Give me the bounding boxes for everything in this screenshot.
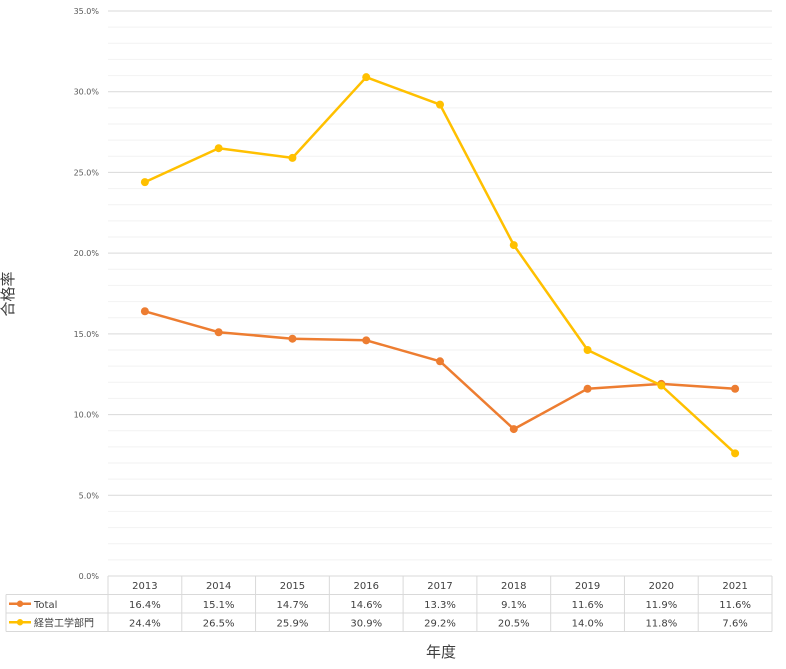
- series-line: [143, 310, 737, 431]
- y-tick-label: 25.0%: [74, 168, 100, 177]
- y-tick-label: 15.0%: [74, 330, 100, 339]
- x-axis-title: 年度: [426, 643, 456, 661]
- table-cell: 14.7%: [277, 600, 309, 611]
- table-cell: 29.2%: [424, 618, 456, 629]
- table-cell: 11.9%: [645, 600, 677, 611]
- y-axis-ticks: 0.0% 5.0% 10.0% 15.0% 20.0% 25.0% 30.0% 35.0%: [74, 7, 100, 581]
- data-point: [288, 334, 297, 343]
- y-tick-label: 0.0%: [79, 572, 100, 581]
- legend-label: 経営工学部門: [34, 616, 94, 629]
- table-cell: 11.6%: [719, 600, 751, 611]
- legend-marker: [16, 619, 24, 626]
- table-cell: 24.4%: [129, 618, 161, 629]
- data-point: [140, 178, 149, 187]
- data-point: [509, 425, 518, 434]
- x-tick-label: 2015: [280, 581, 305, 592]
- x-tick-label: 2020: [649, 581, 674, 592]
- data-point: [436, 100, 444, 109]
- table-cell: 30.9%: [350, 618, 382, 629]
- data-point: [214, 144, 223, 153]
- y-tick-label: 30.0%: [74, 88, 100, 97]
- data-point: [436, 357, 444, 366]
- table-cell: 11.6%: [572, 600, 604, 611]
- table-cell: 7.6%: [722, 618, 747, 629]
- table-cell: 26.5%: [203, 618, 235, 629]
- table-cell: 16.4%: [129, 600, 161, 611]
- data-point: [583, 346, 592, 354]
- series-line: [143, 75, 737, 455]
- data-point: [731, 449, 740, 458]
- x-tick-label: 2018: [501, 581, 526, 592]
- x-tick-label: 2016: [353, 581, 378, 592]
- table-cell: 13.3%: [424, 600, 456, 611]
- data-point: [362, 73, 371, 82]
- table-cell: 20.5%: [498, 618, 530, 629]
- legend-label: Total: [33, 600, 57, 611]
- y-tick-label: 5.0%: [79, 491, 100, 500]
- data-point: [731, 384, 740, 393]
- x-tick-label: 2021: [722, 581, 747, 592]
- legend-marker: [16, 600, 24, 607]
- table-cell: 14.0%: [572, 618, 604, 629]
- x-tick-label: 2017: [427, 581, 452, 592]
- x-tick-label: 2014: [206, 581, 231, 592]
- x-tick-label: 2019: [575, 581, 600, 592]
- y-tick-label: 35.0%: [74, 7, 100, 16]
- table-cell: 25.9%: [277, 618, 309, 629]
- data-point: [509, 241, 518, 250]
- data-point: [362, 336, 371, 345]
- data-point: [140, 307, 149, 316]
- gridlines: [108, 10, 772, 561]
- data-point: [288, 153, 297, 162]
- series-lines: [140, 73, 740, 458]
- data-point: [214, 328, 223, 337]
- data-table: 2013 2014 2015 2016 2017 2018 2019 2020 2021 Tota…: [5, 575, 773, 632]
- table-cell: 14.6%: [350, 600, 382, 611]
- table-cell: 15.1%: [203, 600, 235, 611]
- y-tick-label: 20.0%: [74, 249, 100, 258]
- table-cell: 9.1%: [501, 600, 526, 611]
- data-point: [583, 384, 592, 393]
- data-point: [657, 381, 666, 390]
- y-tick-label: 10.0%: [74, 411, 100, 420]
- x-tick-label: 2013: [132, 581, 157, 592]
- table-cell: 11.8%: [645, 618, 677, 629]
- y-axis-title: 合格率: [0, 271, 17, 316]
